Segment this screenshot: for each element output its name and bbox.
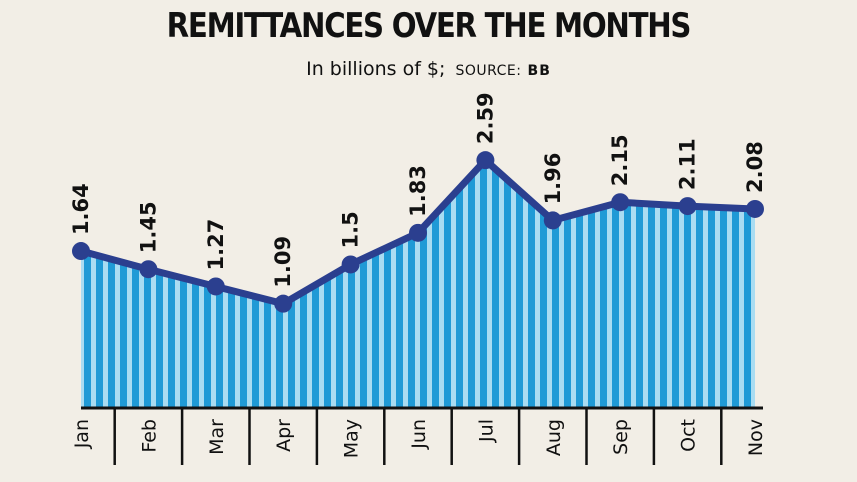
data-point [746,199,764,218]
source-name: BB [527,63,551,79]
data-label: 1.83 [406,165,430,217]
x-tick-label: Aug [543,419,565,456]
data-label: 2.11 [676,138,700,190]
data-point [72,242,90,261]
source-label: SOURCE: [455,63,522,79]
data-point [139,260,158,279]
data-point [543,211,562,230]
area-fill [81,160,755,408]
data-point [476,151,495,170]
data-label: 1.64 [69,183,93,235]
data-point [341,255,360,274]
x-tick-label: Feb [138,419,160,453]
data-point [206,277,225,296]
data-label: 1.5 [339,211,363,248]
x-tick-label: Jul [475,419,497,443]
data-label: 2.15 [608,134,632,186]
x-tick-label: May [341,419,363,458]
data-label: 1.45 [136,201,160,253]
x-tick-label: Jun [408,419,430,450]
x-tick-label: Oct [678,419,700,452]
data-point [409,223,427,242]
x-tick-label: Mar [206,419,228,455]
data-point [274,294,293,313]
data-label: 1.09 [271,236,295,288]
data-point [611,193,630,212]
chart-title: REMITTANCES OVER THE MONTHS [166,6,692,46]
x-tick-label: Sep [610,419,632,455]
subtitle-units: In billions of $; [306,58,446,80]
data-label: 1.96 [541,153,565,205]
x-tick-label: Apr [273,419,295,452]
data-point [678,197,697,216]
data-label: 2.59 [473,92,497,144]
chart-subtitle: In billions of $; SOURCE: BB [0,58,857,80]
x-tick-label: Jan [71,419,93,449]
data-label: 2.08 [743,141,767,193]
data-label: 1.27 [204,219,228,271]
x-tick-label: Nov [745,419,767,456]
